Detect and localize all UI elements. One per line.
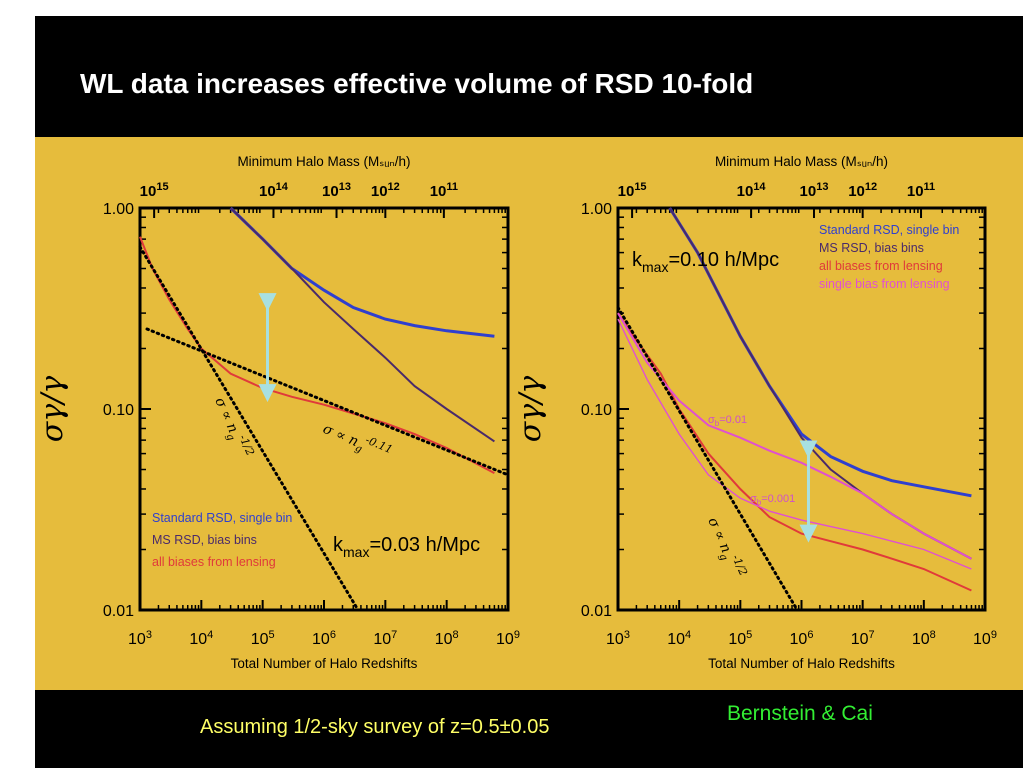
x-tick-label: 104 bbox=[667, 629, 691, 648]
x-tick-label: 107 bbox=[851, 629, 875, 648]
y-tick-label: 1.00 bbox=[103, 201, 134, 218]
y-axis-label: σγ/γ bbox=[35, 376, 70, 443]
y-axis-label: σγ/γ bbox=[513, 376, 548, 443]
top-tick-label: 1013 bbox=[800, 181, 829, 200]
top-tick-label: 1011 bbox=[907, 181, 935, 200]
top-tick-label: 1012 bbox=[371, 181, 400, 200]
chart-left: 103 104 105 106 107 108 109 1.00 0.10 0.01 1015 101… bbox=[35, 154, 520, 671]
series-line bbox=[617, 312, 972, 592]
x-tick-label: 108 bbox=[435, 629, 459, 648]
series-line bbox=[617, 318, 972, 570]
x-tick-label: 105 bbox=[728, 629, 752, 648]
y-tick-label: 1.00 bbox=[581, 201, 612, 218]
kmax-label: kmax=0.10 h/Mpc bbox=[632, 249, 779, 275]
legend-entry: MS RSD, bias bins bbox=[152, 533, 257, 547]
x-tick-label: 108 bbox=[912, 629, 936, 648]
top-tick-label: 1012 bbox=[848, 181, 877, 200]
y-tick-label: 0.10 bbox=[581, 402, 612, 419]
legend-entry: all biases from lensing bbox=[819, 259, 943, 273]
legend-entry: all biases from lensing bbox=[152, 555, 276, 569]
top-tick-label: 1011 bbox=[430, 181, 458, 200]
x-tick-label: 109 bbox=[496, 629, 520, 648]
x-axis-label: Total Number of Halo Redshifts bbox=[708, 656, 895, 671]
x-tick-label: 106 bbox=[790, 629, 814, 648]
x-tick-label: 107 bbox=[373, 629, 397, 648]
author-credit: Bernstein & Cai bbox=[727, 702, 873, 725]
scaling-annotation: σ ∝ ng-1/2 bbox=[702, 513, 750, 582]
series-line bbox=[229, 207, 495, 443]
y-tick-label: 0.01 bbox=[581, 603, 612, 620]
chart-right: 103 104 105 106 107 108 109 1.00 0.10 0.01 1015 101… bbox=[513, 154, 997, 671]
top-tick-label: 1013 bbox=[322, 181, 351, 200]
x-axis-label: Total Number of Halo Redshifts bbox=[231, 656, 418, 671]
legend-entry: MS RSD, bias bins bbox=[819, 241, 924, 255]
top-tick-label: 1014 bbox=[737, 181, 767, 200]
series-line bbox=[616, 306, 799, 612]
survey-assumption-note: Assuming 1/2-sky survey of z=0.5±0.05 bbox=[200, 716, 550, 738]
sigma-b-annotation: σb=0.01 bbox=[708, 414, 747, 428]
x-tick-label: 103 bbox=[128, 629, 152, 648]
x-tick-label: 109 bbox=[973, 629, 997, 648]
top-tick-label: 1014 bbox=[259, 181, 289, 200]
top-axis-label: Minimum Halo Mass (Mₛᵤₙ/h) bbox=[715, 154, 888, 169]
series-line bbox=[229, 206, 495, 338]
top-axis-label: Minimum Halo Mass (Mₛᵤₙ/h) bbox=[237, 154, 410, 169]
series-line bbox=[139, 236, 495, 474]
x-tick-label: 103 bbox=[606, 629, 630, 648]
sigma-b-annotation: σb=0.001 bbox=[750, 493, 795, 507]
legend-entry: Standard RSD, single bin bbox=[819, 223, 959, 237]
top-tick-label: 1015 bbox=[140, 181, 169, 200]
x-tick-label: 104 bbox=[189, 629, 213, 648]
legend-entry: single bias from lensing bbox=[819, 277, 950, 291]
y-tick-label: 0.10 bbox=[103, 402, 134, 419]
figure-panel bbox=[35, 137, 1023, 690]
series-line bbox=[138, 245, 360, 612]
y-tick-label: 0.01 bbox=[103, 603, 134, 620]
x-tick-label: 105 bbox=[251, 629, 275, 648]
x-tick-label: 106 bbox=[312, 629, 336, 648]
slide-title: WL data increases effective volume of RS… bbox=[80, 68, 754, 99]
kmax-label: kmax=0.03 h/Mpc bbox=[333, 534, 480, 560]
top-tick-label: 1015 bbox=[618, 181, 647, 200]
series-line bbox=[145, 327, 510, 477]
legend-entry: Standard RSD, single bin bbox=[152, 511, 292, 525]
series-line bbox=[617, 312, 972, 560]
